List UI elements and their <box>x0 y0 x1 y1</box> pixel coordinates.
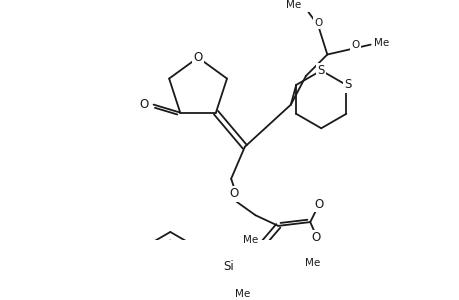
Text: O: O <box>314 198 323 211</box>
Text: Me: Me <box>235 289 250 299</box>
Text: Me: Me <box>285 0 301 10</box>
Text: Me: Me <box>304 258 319 268</box>
Text: O: O <box>311 231 320 244</box>
Text: S: S <box>317 64 324 77</box>
Text: O: O <box>351 40 359 50</box>
Text: Si: Si <box>223 260 234 273</box>
Text: S: S <box>343 78 351 92</box>
Text: Me: Me <box>242 235 257 244</box>
Text: O: O <box>313 18 322 28</box>
Text: O: O <box>140 98 149 111</box>
Text: O: O <box>193 51 202 64</box>
Text: Me: Me <box>373 38 388 48</box>
Text: O: O <box>229 188 238 200</box>
